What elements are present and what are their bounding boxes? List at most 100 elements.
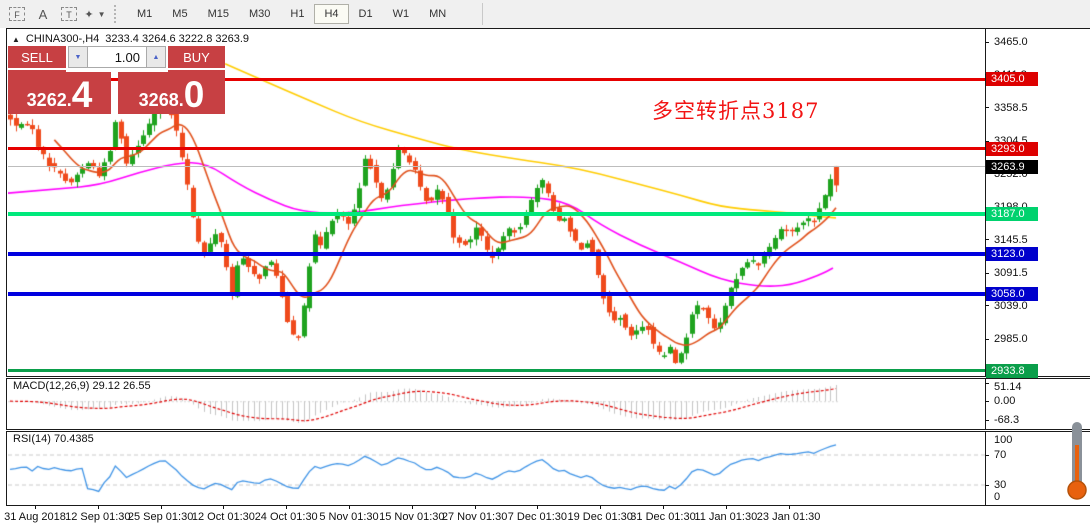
toolbar: F A T ✦ ▼ M1 M5 M15 M30 H1 H4 D1 W1 MN xyxy=(0,0,1090,28)
time-tick-mark xyxy=(349,506,350,509)
price-tick-mark xyxy=(985,272,989,274)
time-tick-label: 31 Dec 01:30 xyxy=(630,511,696,523)
support-line-3058[interactable] xyxy=(8,292,985,297)
sell-button[interactable]: SELL xyxy=(8,46,66,68)
macd-tick-mark xyxy=(985,383,989,384)
text-box-tool-button[interactable]: T xyxy=(57,4,81,24)
drawing-tools: F A T ✦ ▼ xyxy=(4,4,108,24)
text-label-tool-button[interactable]: A xyxy=(31,4,55,24)
buy-price-dot: . xyxy=(178,90,184,110)
sell-underline xyxy=(8,70,66,72)
macd-tick-mark xyxy=(985,420,989,421)
rsi-tick-mark xyxy=(985,454,989,456)
price-tick-label: 3145.5 xyxy=(994,233,1028,246)
resistance-line-3293-price-badge: 3293.0 xyxy=(986,141,1038,156)
timeframe-button-m30[interactable]: M30 xyxy=(248,8,271,20)
current-price-line xyxy=(8,166,985,168)
time-tick-label: 12 Sep 01:30 xyxy=(65,511,131,523)
chart-frame-top xyxy=(6,28,1090,29)
rsi-scale-100: 100 xyxy=(994,434,1013,446)
timeframe-button-w1[interactable]: W1 xyxy=(392,8,410,20)
resistance-line-3405-price-badge: 3405.0 xyxy=(986,72,1038,87)
volume-input[interactable]: 1.00 xyxy=(88,46,146,68)
time-axis-divider xyxy=(6,505,1090,506)
macd-scale-top: 51.14 xyxy=(994,381,1022,393)
price-scale-divider xyxy=(985,28,986,506)
support-line-2933-price-badge: 2933.8 xyxy=(986,363,1038,378)
pivot-line-3187[interactable] xyxy=(8,212,985,217)
macd-indicator-canvas[interactable] xyxy=(8,379,985,429)
time-tick-mark xyxy=(97,506,99,509)
time-tick-mark xyxy=(663,506,664,509)
chart-text-annotation[interactable]: 多空转折点3187 xyxy=(652,99,820,123)
time-tick-mark xyxy=(223,506,225,509)
ohlc-values: 3233.4 3264.6 3222.8 3263.9 xyxy=(105,33,250,45)
one-click-trading-widget: SELL ▼ 1.00 ▲ BUY 3262. 4 3268. 0 xyxy=(8,46,225,114)
rsi-indicator-canvas[interactable] xyxy=(8,432,985,505)
support-line-2933[interactable] xyxy=(8,369,985,373)
time-tick-label: 24 Oct 01:30 xyxy=(254,511,318,523)
fibonacci-tool-icon: F xyxy=(9,7,25,21)
macd-scale-zero: 0.00 xyxy=(994,395,1016,408)
sell-price-main: 3262 xyxy=(26,90,67,110)
resistance-line-3293[interactable] xyxy=(8,147,985,151)
resistance-line-3405[interactable] xyxy=(8,77,985,81)
time-tick-mark xyxy=(35,506,36,509)
current-price-badge: 3263.9 xyxy=(986,159,1038,174)
buy-price-main: 3268 xyxy=(138,90,179,110)
timeframe-button-h1[interactable]: H1 xyxy=(290,8,305,20)
sell-price-dot: . xyxy=(66,90,72,110)
volume-up-button[interactable]: ▲ xyxy=(146,46,166,68)
volume-down-button[interactable]: ▼ xyxy=(68,46,88,68)
time-tick-label: 27 Nov 01:30 xyxy=(441,511,508,523)
support-line-3123[interactable] xyxy=(8,251,985,256)
timeframe-button-d1[interactable]: D1 xyxy=(358,8,373,20)
macd-scale-bottom: -68.3 xyxy=(994,414,1020,426)
price-tick-mark xyxy=(985,41,989,43)
time-tick-label: 15 Nov 01:30 xyxy=(379,511,445,523)
time-axis[interactable]: 31 Aug 2018 12 Sep 01:30 25 Sep 01:30 12 Oc… xyxy=(4,506,1090,528)
timeframe-button-m1[interactable]: M1 xyxy=(137,8,153,20)
fibonacci-tool-button[interactable]: F xyxy=(5,4,29,24)
timeframe-button-m15[interactable]: M15 xyxy=(207,8,229,20)
buy-price-tile[interactable]: 3268. 0 xyxy=(118,72,225,114)
timeframe-button-h4[interactable]: H4 xyxy=(314,4,349,24)
price-tick-label: 3091.5 xyxy=(994,267,1028,280)
rsi-panel-separator[interactable] xyxy=(6,429,1090,432)
time-tick-mark xyxy=(286,506,288,509)
price-tick-mark xyxy=(985,305,989,307)
chart-title: ▲ CHINA300-,H4 3233.4 3264.6 3222.8 3263… xyxy=(12,33,249,45)
time-tick-mark xyxy=(474,506,476,509)
rsi-tick-mark xyxy=(985,484,989,486)
timeframe-button-m5[interactable]: M5 xyxy=(172,8,188,20)
pivot-line-3187-price-badge: 3187.0 xyxy=(986,207,1038,222)
sell-price-pip: 4 xyxy=(71,74,93,115)
arrows-tool-button[interactable]: ✦ ▼ xyxy=(83,4,107,24)
time-tick-label: 31 Aug 2018 xyxy=(4,511,66,523)
sell-price-tile[interactable]: 3262. 4 xyxy=(8,72,111,114)
time-tick-label: 5 Nov 01:30 xyxy=(319,511,379,523)
chevron-down-icon: ▼ xyxy=(97,9,106,19)
timeframe-button-mn[interactable]: MN xyxy=(429,8,447,20)
price-tick-mark xyxy=(985,239,989,241)
buy-price-pip: 0 xyxy=(183,74,205,115)
time-tick-mark xyxy=(160,506,162,509)
time-tick-mark xyxy=(725,506,727,509)
buy-button[interactable]: BUY xyxy=(168,46,225,68)
thermometer-icon xyxy=(1067,422,1087,500)
time-tick-label: 7 Dec 01:30 xyxy=(507,511,568,523)
text-label-tool-icon: A xyxy=(38,6,48,22)
collapse-triangle-icon[interactable]: ▲ xyxy=(12,34,20,44)
macd-tick-mark xyxy=(985,401,989,403)
time-tick-label: 23 Jan 01:30 xyxy=(756,511,821,523)
time-tick-label: 19 Dec 01:30 xyxy=(567,511,633,523)
time-tick-mark xyxy=(788,506,790,509)
support-line-3123-price-badge: 3123.0 xyxy=(986,246,1038,261)
buy-underline xyxy=(168,70,225,72)
time-tick-label: 25 Sep 01:30 xyxy=(127,511,194,523)
macd-panel-separator[interactable] xyxy=(6,376,1090,379)
toolbar-divider xyxy=(482,3,484,25)
time-tick-mark xyxy=(411,506,413,509)
time-tick-label: 11 Jan 01:30 xyxy=(694,511,758,523)
